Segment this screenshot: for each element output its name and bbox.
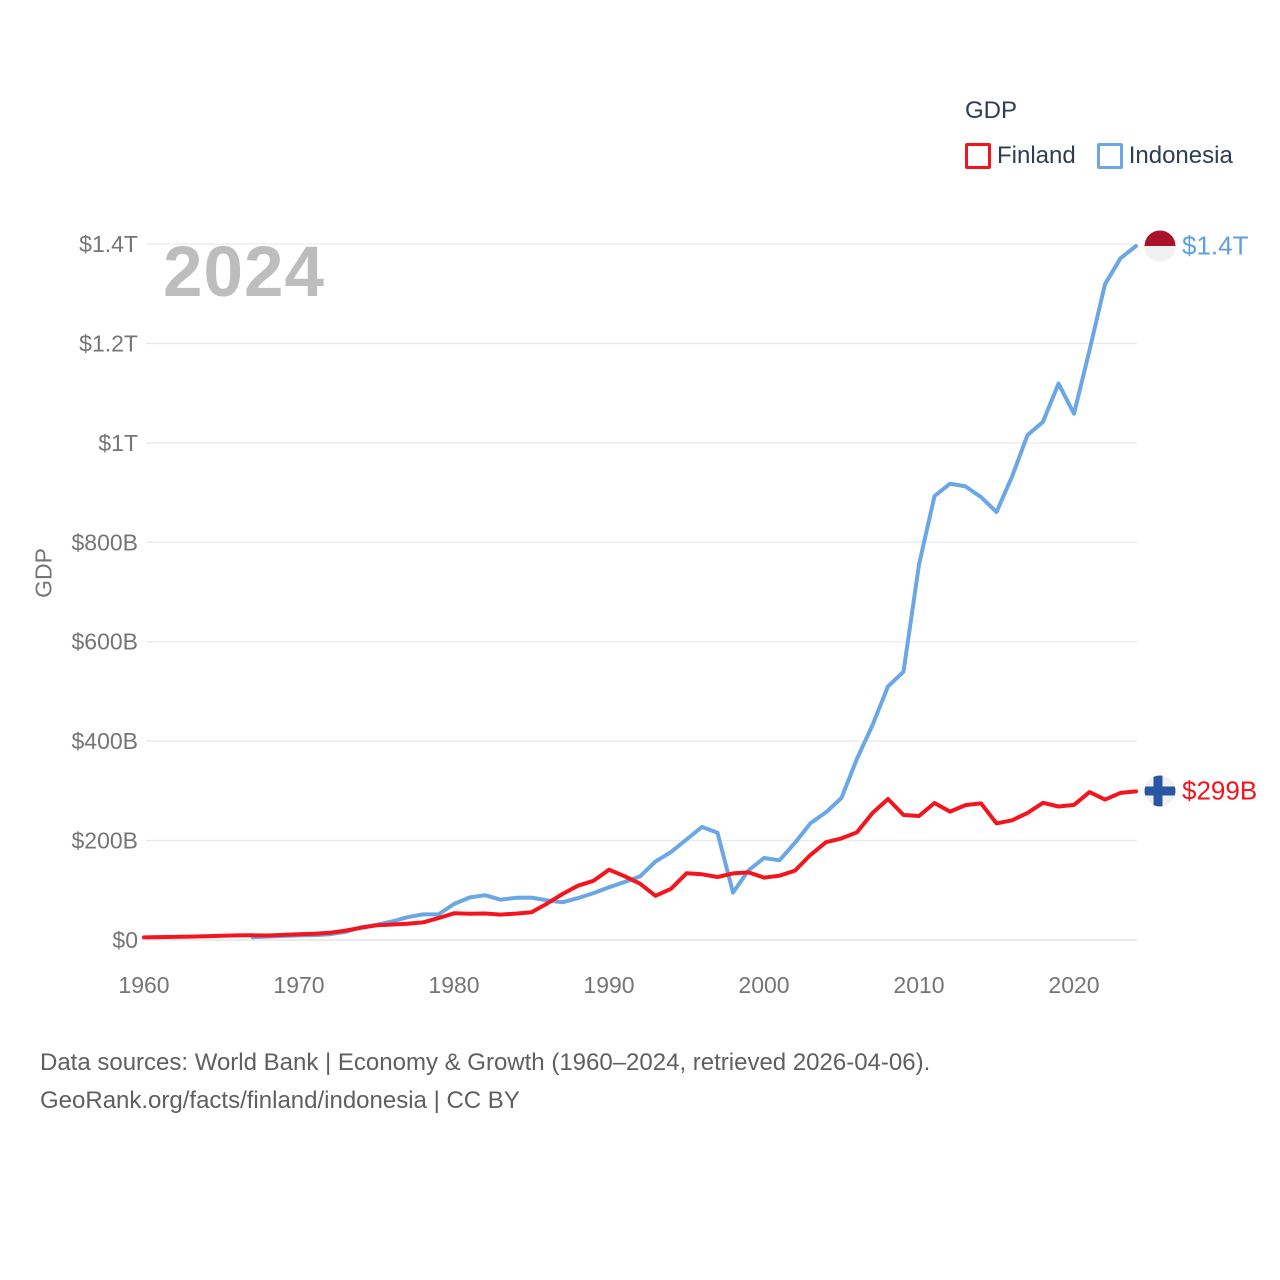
y-tick-label: $1.4T — [79, 231, 138, 257]
indonesia-swatch-icon — [1096, 143, 1123, 169]
x-tick-label: 2020 — [1048, 972, 1099, 998]
x-tick-label: 2010 — [893, 972, 944, 998]
indonesia-flag-colors — [1144, 230, 1176, 262]
y-tick-label: $1T — [98, 430, 138, 456]
legend-label-finland: Finland — [997, 142, 1076, 169]
x-tick-label: 1960 — [118, 972, 169, 998]
legend-title: GDP — [965, 97, 1018, 124]
source-url-line: GeoRank.org/facts/finland/indonesia | CC… — [40, 1087, 520, 1114]
finland-cross-vertical — [1153, 775, 1163, 807]
legend-item-indonesia[interactable]: Indonesia — [1096, 142, 1233, 170]
x-tick-label: 2000 — [738, 972, 789, 998]
legend-item-finland[interactable]: Finland — [965, 142, 1076, 170]
indonesia-end-value-label: $1.4T — [1182, 230, 1249, 261]
series-line-indonesia[interactable] — [250, 244, 1138, 940]
y-tick-label: $1.2T — [79, 330, 138, 356]
finland-flag-colors — [1144, 775, 1176, 807]
finland-swatch-icon — [965, 143, 991, 169]
attribution-footer: Data sources: World Bank | Economy & Gro… — [40, 1044, 930, 1120]
indonesia-flag-icon — [1144, 230, 1176, 262]
data-sources-line: Data sources: World Bank | Economy & Gro… — [40, 1049, 931, 1076]
y-tick-label: $0 — [112, 927, 138, 953]
series-line-finland[interactable] — [142, 789, 1138, 940]
y-tick-label: $400B — [71, 728, 138, 754]
legend-label-indonesia: Indonesia — [1128, 142, 1233, 169]
y-tick-label: $200B — [71, 828, 138, 854]
y-tick-label: $800B — [71, 529, 138, 555]
legend-items: Finland Indonesia — [965, 142, 1233, 170]
legend: GDP Finland Indonesia — [965, 96, 1233, 170]
year-watermark: 2024 — [163, 233, 325, 312]
x-tick-label: 1970 — [273, 972, 324, 998]
y-axis-title: GDP — [30, 548, 57, 598]
finland-flag-icon — [1144, 775, 1176, 807]
y-tick-label: $600B — [71, 629, 138, 655]
x-tick-label: 1980 — [428, 972, 479, 998]
x-tick-label: 1990 — [583, 972, 634, 998]
finland-end-value-label: $299B — [1182, 775, 1258, 806]
